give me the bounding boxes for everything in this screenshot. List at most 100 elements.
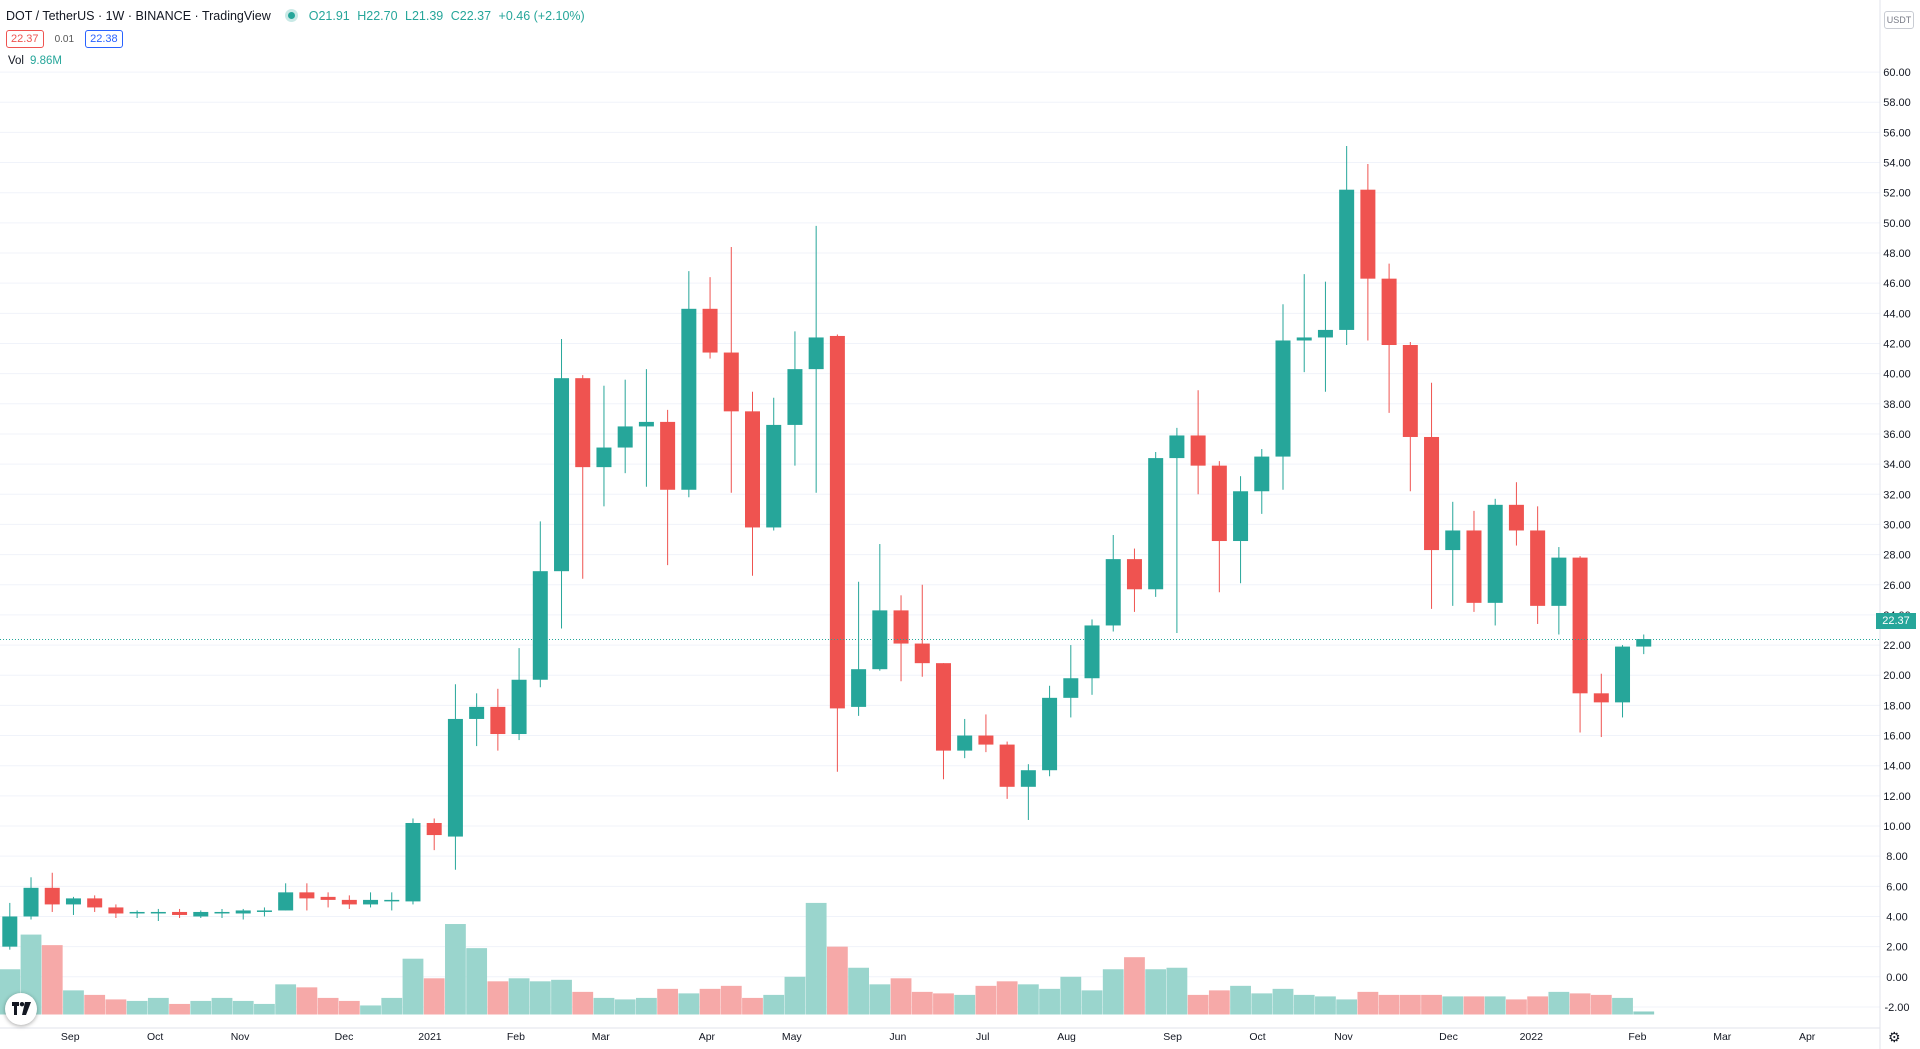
- candle-body: [1381, 278, 1397, 346]
- symbol-title[interactable]: DOT / TetherUS: [6, 9, 95, 23]
- price-tick-label: 22.00: [1883, 640, 1911, 652]
- volume-bar: [1272, 988, 1294, 1015]
- grid-lines: [0, 71, 1880, 1008]
- volume-bar: [445, 924, 466, 1015]
- volume-bar: [84, 994, 106, 1015]
- price-tick-label: 38.00: [1883, 399, 1911, 411]
- price-tick-label: 46.00: [1883, 278, 1911, 290]
- candle-body: [511, 679, 527, 735]
- candle-body: [341, 899, 357, 905]
- volume-bar: [805, 902, 827, 1015]
- close-value: C22.37: [450, 9, 492, 23]
- time-tick-label: Mar: [1713, 1031, 1732, 1043]
- volume-bar: [402, 958, 424, 1015]
- volume-bar: [1230, 985, 1251, 1015]
- candle-body: [1466, 530, 1482, 603]
- volume-label: Vol: [8, 55, 24, 67]
- volume-bar: [1612, 997, 1633, 1015]
- candle-body: [44, 887, 60, 905]
- volume-bar: [1357, 991, 1379, 1015]
- time-tick-label: Nov: [231, 1031, 250, 1043]
- currency-tag[interactable]: USDT: [1884, 11, 1914, 29]
- volume-bar: [147, 997, 169, 1015]
- candle-body: [256, 910, 272, 912]
- volume-bar: [508, 978, 530, 1015]
- volume-bar: [1017, 984, 1039, 1015]
- time-axis: Sep Oct Nov Dec 2021 Feb Mar Apr May Jun Jul Aug Sep…: [0, 1027, 1880, 1043]
- volume-bar: [1251, 993, 1273, 1015]
- candle-body: [745, 411, 760, 528]
- volume-bar: [1421, 994, 1442, 1015]
- price-tick-label: 42.00: [1883, 338, 1911, 350]
- volume-legend[interactable]: Vol 9.86M: [8, 55, 62, 67]
- volume-bar: [254, 1003, 275, 1015]
- volume-bar: [1166, 967, 1188, 1015]
- candle-body: [1424, 436, 1440, 551]
- bid-ask-panel: 22.37 0.01 22.38: [6, 30, 123, 48]
- candle-body: [935, 663, 951, 751]
- volume-bar: [360, 1005, 381, 1015]
- candle-body: [723, 352, 739, 412]
- volume-bar: [126, 1000, 148, 1015]
- volume-bar: [1293, 994, 1315, 1015]
- volume-bar: [678, 993, 700, 1015]
- candle-body: [1445, 530, 1461, 551]
- candle-body: [1551, 557, 1567, 606]
- volume-bar: [826, 946, 848, 1015]
- time-tick-label: Apr: [1799, 1031, 1816, 1043]
- market-status-icon: [288, 12, 296, 19]
- price-tick-label: 48.00: [1883, 248, 1911, 260]
- sell-price-button[interactable]: 22.37: [6, 30, 44, 48]
- candle-body: [660, 421, 676, 490]
- volume-bar: [720, 985, 742, 1015]
- volume-bar: [105, 999, 127, 1015]
- tradingview-logo-glyph: [12, 1002, 31, 1015]
- volume-bar: [1102, 969, 1124, 1015]
- volume-bar: [1187, 994, 1209, 1015]
- candle-body: [299, 892, 315, 899]
- time-tick-label: Nov: [1334, 1031, 1353, 1043]
- candle-body: [320, 896, 336, 900]
- time-tick-label: Apr: [699, 1031, 716, 1043]
- volume-bar: [933, 993, 954, 1015]
- candle-body: [1063, 678, 1079, 698]
- tradingview-logo-icon[interactable]: [5, 993, 37, 1025]
- time-tick-label: 2022: [1520, 1031, 1544, 1043]
- time-tick-label: Oct: [147, 1031, 163, 1043]
- buy-price-button[interactable]: 22.38: [85, 30, 123, 48]
- volume-bar: [636, 997, 657, 1015]
- volume-bar: [296, 987, 318, 1015]
- price-tick-label: 4.00: [1886, 911, 1907, 923]
- volume-bar: [41, 945, 63, 1015]
- candle-body: [87, 898, 103, 908]
- volume-bar: [614, 999, 636, 1015]
- candle-body: [1487, 504, 1503, 603]
- ohlc-values: O21.91 H22.70 L21.39 C22.37 +0.46 (+2.10…: [309, 9, 589, 23]
- candle-body: [23, 887, 39, 917]
- candle-body: [1339, 189, 1355, 330]
- gear-icon[interactable]: ⚙: [1888, 1029, 1901, 1045]
- candle-body: [787, 369, 803, 425]
- exchange-label: BINANCE: [135, 9, 192, 23]
- candle-body: [1084, 625, 1100, 679]
- price-tick-label: 16.00: [1883, 731, 1911, 743]
- interval-label[interactable]: 1W: [105, 9, 125, 23]
- volume-bar: [1124, 957, 1145, 1015]
- candle-body: [447, 718, 463, 837]
- price-tick-label: 2.00: [1886, 942, 1907, 954]
- price-tick-label: 40.00: [1883, 369, 1911, 381]
- volume-bar: [1039, 988, 1060, 1015]
- time-tick-label: Oct: [1249, 1031, 1265, 1043]
- candle-body: [851, 669, 867, 707]
- candle-body: [554, 378, 570, 572]
- volume-value: 9.86M: [30, 55, 62, 67]
- candle-body: [426, 822, 442, 836]
- open-value: O21.91: [308, 9, 350, 23]
- candle-body: [1254, 456, 1270, 492]
- volume-bar: [1145, 969, 1167, 1015]
- volume-bar: [1506, 999, 1527, 1015]
- volume-bar: [848, 967, 869, 1015]
- time-tick-label: Dec: [1439, 1031, 1458, 1043]
- volume-bar: [551, 979, 572, 1015]
